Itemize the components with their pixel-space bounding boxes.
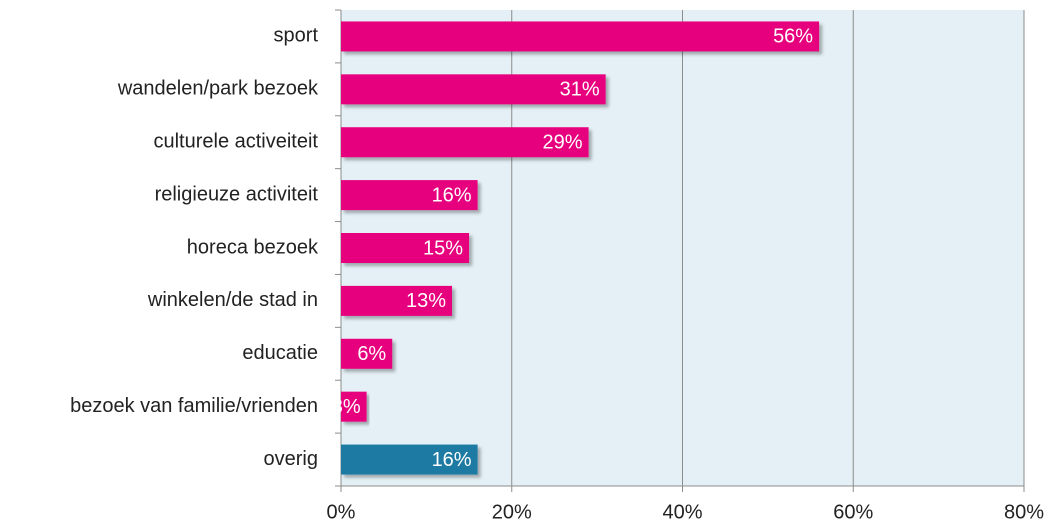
value-label: 3%: [332, 396, 361, 418]
y-tick-label: religieuze activiteit: [155, 183, 319, 205]
bar: [341, 74, 606, 105]
bar: [341, 338, 393, 369]
y-tick-label: horeca bezoek: [187, 236, 319, 258]
y-tick-label: bezoek van familie/vrienden: [70, 395, 318, 417]
bar: [341, 180, 478, 211]
value-label: 16%: [432, 184, 472, 206]
bar: [341, 444, 478, 475]
x-tick-label: 80%: [1004, 501, 1044, 523]
y-tick-label: overig: [264, 448, 318, 470]
y-tick-label: culturele activeiteit: [153, 131, 318, 153]
y-tick-label: wandelen/park bezoek: [117, 78, 319, 100]
value-label: 56%: [773, 26, 813, 48]
value-label: 31%: [560, 79, 600, 101]
y-tick-label: sport: [274, 25, 319, 47]
bar: [341, 285, 452, 316]
bar: [341, 127, 589, 158]
bar: [341, 233, 470, 263]
value-label: 6%: [357, 343, 386, 365]
bar: [341, 21, 820, 52]
value-label: 16%: [432, 449, 472, 471]
x-tick-label: 0%: [327, 501, 356, 523]
y-tick-label: educatie: [242, 342, 318, 364]
value-label: 15%: [423, 237, 463, 259]
value-label: 13%: [406, 290, 446, 312]
x-tick-label: 60%: [833, 501, 873, 523]
bar: [341, 391, 367, 422]
x-tick-label: 20%: [492, 501, 532, 523]
value-label: 29%: [543, 132, 583, 154]
x-tick-label: 40%: [662, 501, 702, 523]
y-tick-label: winkelen/de stad in: [147, 289, 318, 311]
